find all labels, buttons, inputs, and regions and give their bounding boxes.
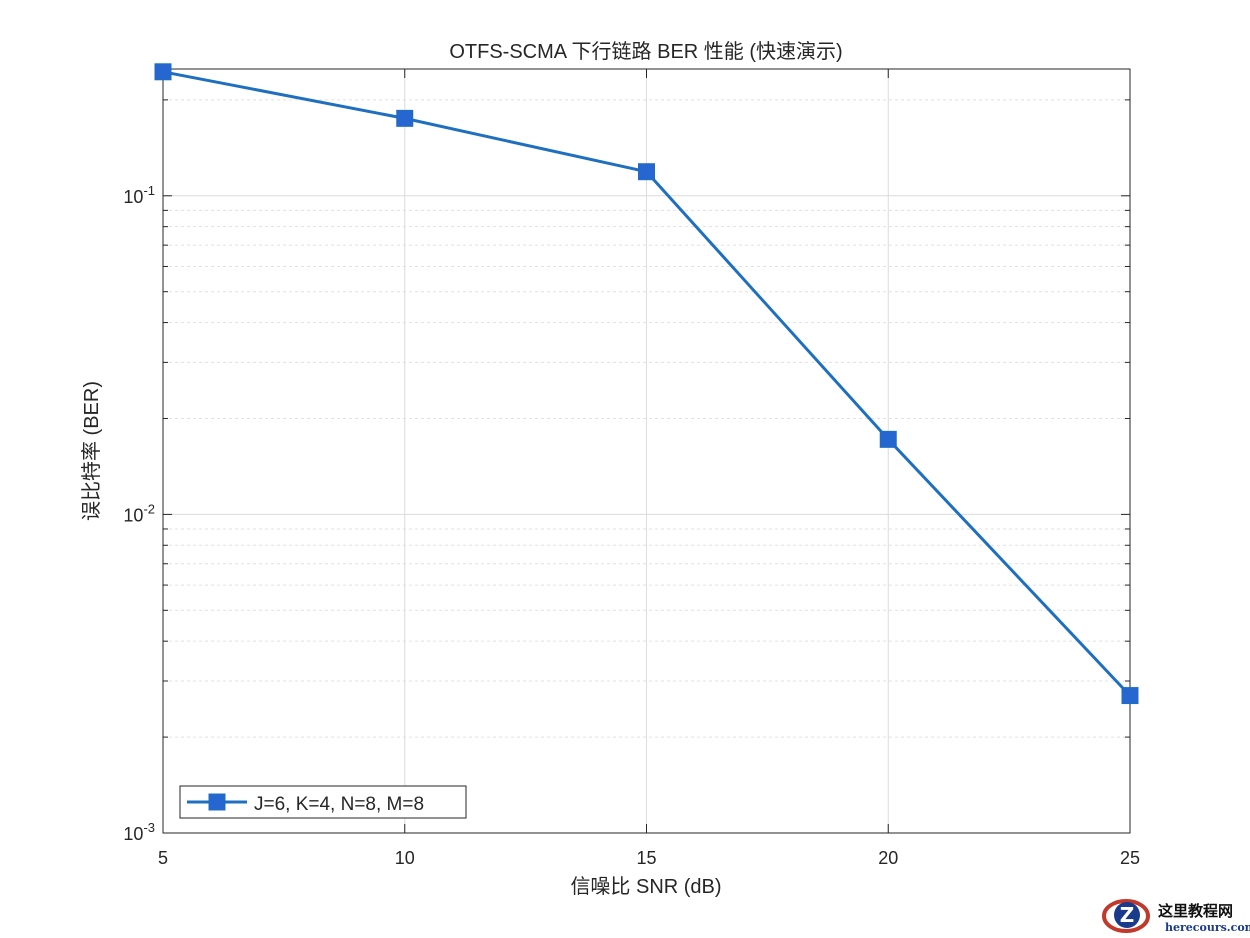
logo-letter: Z: [1120, 903, 1135, 927]
data-point-marker: [396, 109, 414, 127]
data-series: [154, 63, 1139, 705]
watermark-logo: Z: [1102, 899, 1150, 933]
y-tick-labels: 10-1 10-2 10-3: [123, 183, 155, 844]
watermark-text-cn: 这里教程网: [1158, 902, 1234, 920]
y-tick-label: 10-1: [123, 183, 155, 207]
x-tick-label: 25: [1120, 848, 1140, 868]
x-tick-labels: 5 10 15 20 25: [158, 848, 1140, 868]
logo-disc: [1114, 902, 1140, 928]
x-tick-label: 15: [636, 848, 656, 868]
axis-ticks: [162, 69, 1131, 834]
data-point-marker: [638, 163, 655, 181]
data-point-marker: [879, 430, 897, 448]
grid-lines: [163, 69, 1130, 833]
data-point-marker: [154, 63, 172, 81]
legend-marker-square: [208, 793, 226, 811]
x-tick-label: 10: [395, 848, 415, 868]
chart-title: OTFS-SCMA 下行链路 BER 性能 (快速演示): [449, 40, 842, 63]
legend-entry-label: J=6, K=4, N=8, M=8: [254, 794, 424, 815]
x-tick-label: 5: [158, 848, 168, 868]
y-axis-label: 误比特率 (BER): [80, 381, 103, 521]
y-tick-label: 10-2: [123, 501, 155, 525]
watermark-text-en: herecours.com: [1165, 921, 1250, 934]
data-point-marker: [1121, 687, 1139, 705]
y-tick-label: 10-3: [123, 820, 155, 844]
x-tick-label: 20: [878, 848, 898, 868]
legend[interactable]: J=6, K=4, N=8, M=8: [179, 785, 467, 819]
x-axis-label: 信噪比 SNR (dB): [570, 875, 721, 898]
logo-ring: [1102, 899, 1150, 933]
